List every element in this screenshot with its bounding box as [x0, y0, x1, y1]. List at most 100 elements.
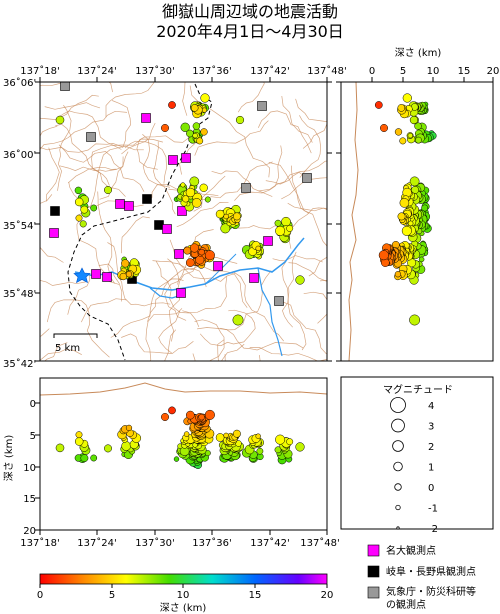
hypocenter-ew — [295, 442, 305, 452]
contour-line — [105, 82, 155, 118]
epicenter — [185, 187, 196, 198]
magnitude-legend-circle — [396, 526, 400, 530]
epicenter — [104, 186, 112, 194]
bottom-topo-profile — [39, 382, 328, 396]
hypocenter-ew — [232, 429, 241, 438]
lat-label: 36˚06' — [3, 77, 36, 89]
station-marker — [60, 82, 70, 91]
station-legend-swatch — [367, 544, 380, 557]
hypocenter-ns — [397, 212, 406, 221]
contour-line — [302, 122, 327, 149]
right-depth-section: 深さ (km) 0 5 10 15 20 — [336, 47, 500, 362]
contour-line — [182, 82, 188, 116]
contour-line — [121, 122, 156, 155]
station-marker — [162, 224, 172, 234]
contour-line — [45, 147, 60, 202]
colorbar-tick-label: 0 — [37, 590, 43, 601]
map-title-line1: 御嶽山周辺域の地震活動 — [161, 2, 338, 21]
hypocenter-ns — [399, 198, 410, 208]
station-marker — [213, 261, 223, 271]
hypocenter-ew — [275, 434, 286, 445]
epicenter — [182, 195, 190, 203]
station-marker — [177, 206, 187, 216]
contour-line — [193, 175, 226, 212]
contour-line — [57, 104, 72, 191]
hypocenter-ns — [374, 101, 383, 109]
epicenter — [180, 182, 186, 188]
magnitude-legend-circle — [394, 483, 402, 491]
lat-label: 35˚54' — [3, 220, 36, 232]
contour-line — [287, 202, 327, 212]
epicenter — [190, 104, 199, 112]
contour-line — [40, 143, 123, 153]
lon-label: 137˚30' — [135, 537, 175, 549]
contour-line — [291, 165, 310, 214]
contour-line — [282, 251, 297, 328]
depth-tick-label: 10 — [427, 66, 440, 77]
bottom-section-border — [39, 377, 328, 531]
right-hypocenters-layer — [374, 93, 437, 326]
contour-line — [281, 95, 313, 143]
contour-line — [124, 140, 167, 184]
lon-label: 137˚48' — [300, 537, 340, 549]
colorbar-gradient — [39, 573, 328, 585]
contour-line — [97, 191, 115, 284]
hypocenter-ew — [198, 413, 205, 421]
contour-line — [257, 110, 312, 154]
epicenter — [255, 245, 261, 252]
contour-line — [58, 144, 145, 192]
map-panel: 5 km 137˚18' 137˚24' 137˚30' 137˚36' 137… — [3, 65, 347, 370]
hypocenter-ns — [402, 93, 412, 103]
magnitude-legend-circle — [391, 418, 405, 433]
contour-line — [67, 167, 117, 184]
hypocenter-ns — [394, 271, 402, 278]
magnitude-legend-label: 0 — [428, 483, 434, 494]
contour-line — [59, 151, 129, 172]
contour-line — [40, 82, 113, 93]
right-topo-profile — [348, 81, 359, 362]
lon-label: 137˚18' — [20, 65, 60, 77]
hypocenter-ns — [399, 137, 407, 145]
contour-line — [147, 268, 207, 322]
contour-line — [158, 310, 181, 354]
contour-line — [55, 123, 110, 186]
hypocenter-ns — [409, 115, 418, 125]
depth-tick-label: 15 — [458, 66, 471, 77]
epicenter — [189, 176, 200, 187]
map-border — [39, 81, 328, 362]
right-depth-labels: 0 5 10 15 20 — [369, 66, 500, 77]
contour-line — [268, 162, 327, 247]
contour-line — [98, 263, 123, 302]
depth-tick-label: 0 — [30, 399, 36, 410]
contour-line — [155, 260, 200, 328]
station-marker — [154, 220, 164, 230]
magnitude-legend-box — [340, 376, 494, 530]
hypocenter-ns — [394, 128, 403, 136]
contour-line — [80, 298, 127, 323]
hypocenter-ew — [204, 409, 215, 420]
epicenter — [295, 275, 305, 285]
contour-line — [308, 256, 327, 277]
stations-layer — [49, 82, 312, 306]
contour-line — [288, 262, 327, 324]
lon-label: 137˚42' — [250, 65, 290, 77]
magnitude-legend-label: 1 — [428, 463, 434, 474]
hypocenter-ew — [121, 441, 132, 451]
hypocenter-ew — [256, 447, 264, 455]
station-marker — [257, 101, 267, 111]
hypocenter-ns — [415, 136, 422, 144]
magnitude-legend: マグニチュード 4 3 2 1 0 -1 -2 — [340, 376, 494, 535]
epicenter — [204, 196, 211, 203]
contour-line — [176, 202, 229, 228]
epicenter — [199, 183, 208, 192]
bottom-ticks — [35, 402, 328, 535]
station-marker — [263, 236, 273, 246]
epicenter — [125, 271, 133, 278]
epicenter — [55, 115, 65, 125]
station-marker — [86, 132, 96, 142]
contour-line — [182, 276, 228, 314]
lon-label: 137˚42' — [250, 537, 290, 549]
hypocenter-ew — [80, 454, 89, 463]
hypocenter-ns — [409, 176, 420, 187]
station-marker — [168, 155, 178, 165]
